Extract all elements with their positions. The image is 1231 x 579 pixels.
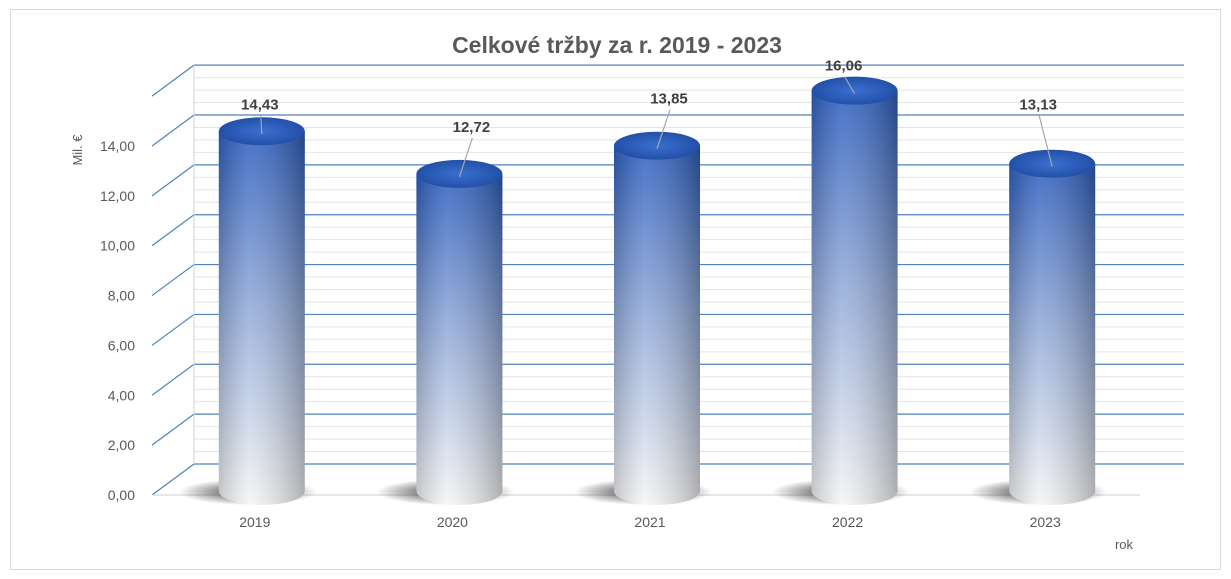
bar-shading <box>218 131 305 505</box>
data-label-leader <box>1038 115 1053 167</box>
x-tick-label: 2020 <box>437 514 468 530</box>
y-tick-label: 0,00 <box>108 487 135 503</box>
bar-shading <box>811 90 898 506</box>
x-tick-label: 2023 <box>1030 514 1061 530</box>
y-tick-label: 6,00 <box>108 337 135 353</box>
data-label: 16,06 <box>825 58 863 75</box>
y-tick-label: 14,00 <box>100 138 135 154</box>
y-tick-label: 4,00 <box>108 387 135 403</box>
gridline-depth <box>151 114 195 147</box>
bar-top <box>416 159 503 188</box>
ticks-layer: 0,00 2,00 4,00 6,00 8,00 10,00 12,00 14,00 2019 2… <box>100 138 1061 530</box>
labels-layer: 14,43 12,72 13,85 16,06 13,13 <box>241 58 1057 178</box>
bar-shading <box>416 173 503 506</box>
bar-top <box>811 76 898 105</box>
x-tick-label: 2019 <box>239 514 270 530</box>
x-tick-label: 2021 <box>634 514 665 530</box>
gridline-depth <box>151 164 195 197</box>
gridline-depth <box>151 313 195 346</box>
y-tick-label: 10,00 <box>100 238 135 254</box>
x-tick-label: 2022 <box>832 514 863 530</box>
data-label-leader <box>458 137 473 178</box>
data-label: 12,72 <box>453 119 491 136</box>
x-axis-title: rok <box>1115 537 1134 552</box>
chart-title: Celkové tržby za r. 2019 - 2023 <box>452 32 782 58</box>
y-axis-title: Mil. € <box>70 134 85 166</box>
gridline-depth <box>151 413 195 446</box>
gridline-depth <box>151 264 195 297</box>
bar-shading <box>614 145 700 505</box>
y-tick-label: 8,00 <box>108 288 135 304</box>
data-label-leader <box>844 76 856 94</box>
data-label: 14,43 <box>241 96 279 113</box>
bar-shading <box>1009 163 1096 505</box>
gridline-depth <box>151 463 195 496</box>
bar-top <box>614 131 700 160</box>
data-label-leader <box>260 115 263 135</box>
y-tick-label: 12,00 <box>100 188 135 204</box>
data-label: 13,85 <box>650 91 688 108</box>
bars-layer <box>178 76 1108 506</box>
data-label: 13,13 <box>1019 97 1057 114</box>
data-label-leader <box>656 109 671 149</box>
gridline-depth <box>151 363 195 396</box>
gridline-depth <box>151 214 195 247</box>
bar-top <box>1009 149 1096 178</box>
y-tick-label: 2,00 <box>108 437 135 453</box>
gridline-depth <box>151 64 195 97</box>
